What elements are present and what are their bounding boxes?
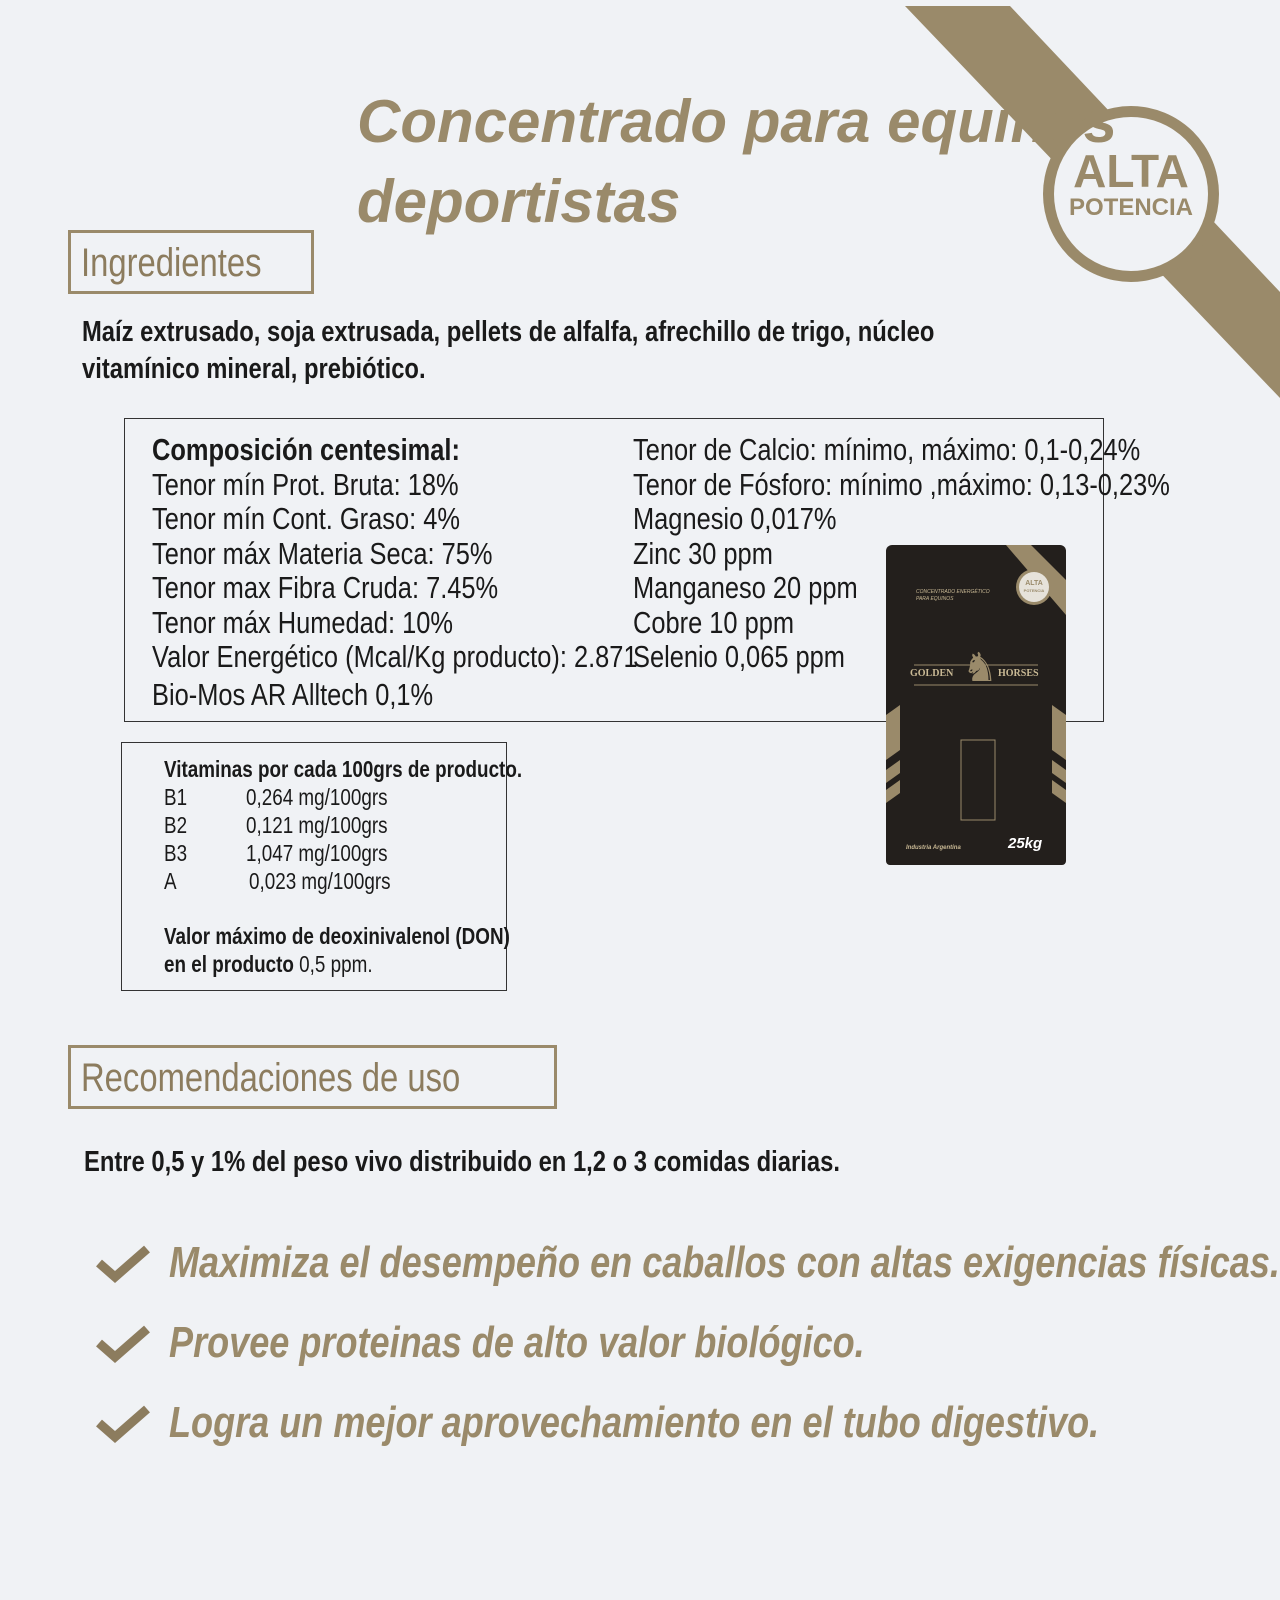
benefit-item: Logra un mejor aprovechamiento en el tub… bbox=[95, 1398, 1280, 1448]
bag-subtitle1: CONCENTRADO ENERGÉTICO bbox=[916, 589, 990, 595]
comp-item: Tenor de Calcio: mínimo, máximo: 0,1-0,2… bbox=[633, 432, 1141, 467]
bag-subtitle2: PARA EQUINOS bbox=[916, 596, 954, 602]
ingredients-heading: Ingredientes bbox=[68, 230, 315, 294]
benefit-item: Provee proteinas de alto valor biológico… bbox=[95, 1318, 1017, 1368]
vitamin-row: B1 0,264 mg/100grs bbox=[164, 784, 388, 810]
bag-badge-line2: POTENCIA bbox=[1023, 588, 1045, 593]
bag-badge-line1: ALTA bbox=[1025, 580, 1043, 587]
comp-item: Valor Energético (Mcal/Kg producto): 2.8… bbox=[152, 639, 638, 674]
check-icon bbox=[96, 1405, 150, 1443]
comp-item: Tenor mín Prot. Bruta: 18% bbox=[152, 466, 459, 502]
benefit-text: Maximiza el desempeño en caballos con al… bbox=[169, 1238, 1280, 1287]
product-bag-image: ALTA POTENCIA CONCENTRADO ENERGÉTICO PAR… bbox=[886, 545, 1066, 865]
comp-item: Cobre 10 ppm bbox=[633, 604, 795, 640]
comp-item: Tenor max Fibra Cruda: 7.45% bbox=[152, 570, 499, 605]
corner-ribbon bbox=[905, 6, 1280, 398]
usage-text: Entre 0,5 y 1% del peso vivo distribuido… bbox=[84, 1146, 840, 1178]
benefit-text: Provee proteinas de alto valor biológico… bbox=[169, 1318, 865, 1367]
bag-decoration bbox=[886, 545, 1066, 821]
composition-left: Composición centesimal: Tenor mín Prot. … bbox=[152, 432, 744, 712]
comp-item: Manganeso 20 ppm bbox=[633, 570, 858, 605]
comp-item: Tenor máx Materia Seca: 75% bbox=[152, 535, 493, 571]
ingredients-line1: Maíz extrusado, soja extrusada, pellets … bbox=[82, 316, 935, 348]
comp-item: Tenor máx Humedad: 10% bbox=[152, 604, 453, 640]
comp-item: Magnesio 0,017% bbox=[633, 501, 837, 536]
don-line1: Valor máximo de deoxinivalenol (DON) bbox=[164, 923, 510, 949]
bag-brand-right: HORSES bbox=[998, 668, 1039, 679]
title-line1: Concentrado para equinos bbox=[357, 88, 1118, 155]
title-line2: deportistas bbox=[357, 168, 681, 235]
composition-right: Tenor de Calcio: mínimo, máximo: 0,1-0,2… bbox=[633, 432, 1280, 675]
comp-item: Selenio 0,065 ppm bbox=[633, 639, 845, 674]
check-icon bbox=[96, 1245, 150, 1283]
vitamin-row: A 0,023 mg/100grs bbox=[164, 868, 391, 894]
alta-potencia-badge: ALTA POTENCIA bbox=[1054, 148, 1208, 222]
benefit-item: Maximiza el desempeño en caballos con al… bbox=[95, 1238, 1280, 1288]
ingredients-line2: vitamínico mineral, prebiótico. bbox=[82, 353, 426, 385]
bag-brand-left: GOLDEN bbox=[910, 668, 954, 679]
badge-line2: POTENCIA bbox=[1068, 194, 1193, 221]
vitamin-row: B3 1,047 mg/100grs bbox=[164, 840, 388, 866]
vitamins-title: Vitaminas por cada 100grs de producto. bbox=[164, 756, 523, 782]
bag-weight: 25kg bbox=[1008, 835, 1043, 852]
don-label: en el producto bbox=[164, 951, 294, 977]
check-icon bbox=[96, 1325, 150, 1363]
horse-icon: ♞ bbox=[962, 646, 998, 690]
badge-circle bbox=[1054, 117, 1208, 271]
benefit-text: Logra un mejor aprovechamiento en el tub… bbox=[169, 1398, 1100, 1447]
comp-item: Bio-Mos AR Alltech 0,1% bbox=[152, 676, 434, 712]
ingredients-text: Maíz extrusado, soja extrusada, pellets … bbox=[82, 314, 1121, 388]
badge-line1: ALTA bbox=[1073, 145, 1189, 197]
usage-heading: Recomendaciones de uso bbox=[68, 1045, 557, 1109]
vitamins-table: Vitaminas por cada 100grs de producto. B… bbox=[121, 742, 522, 991]
vitamin-row: B2 0,121 mg/100grs bbox=[164, 812, 388, 838]
composition-table: Composición centesimal: Tenor mín Prot. … bbox=[124, 418, 1170, 722]
don-value: 0,5 ppm. bbox=[299, 951, 373, 977]
comp-item: Zinc 30 ppm bbox=[633, 535, 773, 571]
page-title: Concentrado para equinos deportistas bbox=[357, 82, 1117, 242]
comp-item: Tenor de Fósforo: mínimo ,máximo: 0,13-0… bbox=[633, 466, 1170, 502]
comp-item: Tenor mín Cont. Graso: 4% bbox=[152, 501, 460, 536]
composition-title: Composición centesimal: bbox=[152, 432, 460, 467]
bag-origin: Industria Argentina bbox=[906, 845, 961, 851]
